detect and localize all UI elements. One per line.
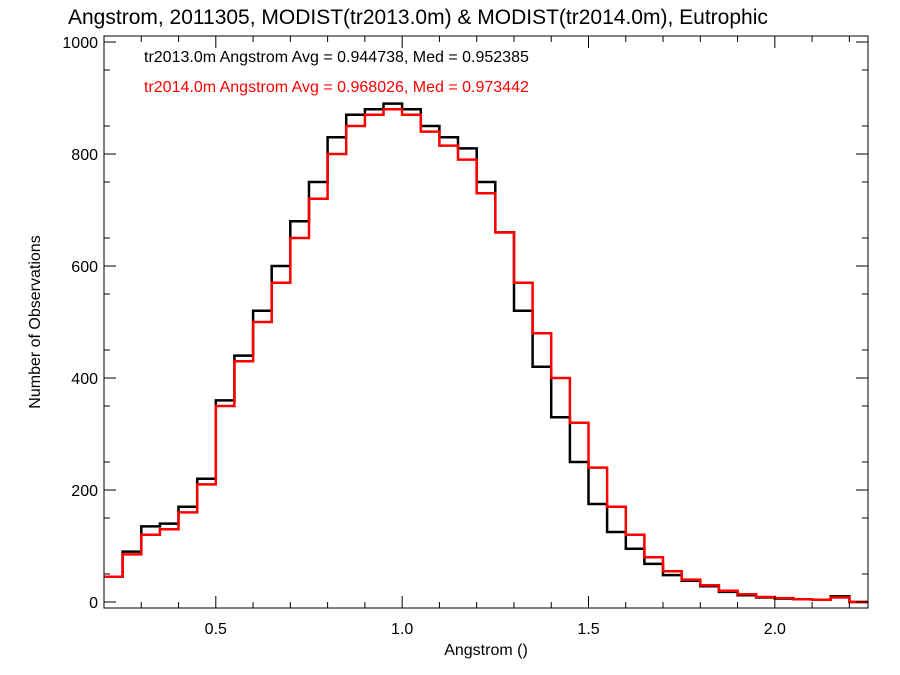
series-line-1 — [104, 102, 868, 604]
y-tick-label: 1000 — [62, 35, 98, 52]
series-line-2 — [104, 107, 868, 604]
x-tick-label: 1.0 — [391, 621, 413, 638]
legend-annotation-tr2014: tr2014.0m Angstrom Avg = 0.968026, Med =… — [144, 79, 529, 96]
legend: tr2013.0m Angstrom Avg = 0.944738, Med =… — [144, 49, 529, 96]
y-tick-label: 800 — [71, 147, 98, 164]
y-axis-label: Number of Observations — [27, 235, 44, 408]
legend-annotation-tr2013: tr2013.0m Angstrom Avg = 0.944738, Med =… — [144, 49, 529, 66]
y-tick-label: 0 — [89, 595, 98, 612]
x-tick-label: 1.5 — [577, 621, 599, 638]
series-layer — [104, 102, 868, 604]
x-axis-label: Angstrom () — [444, 642, 528, 659]
y-tick-label: 600 — [71, 259, 98, 276]
plot-frame — [103, 35, 869, 609]
y-tick-label: 200 — [71, 483, 98, 500]
x-tick-label: 2.0 — [764, 621, 786, 638]
x-tick-label: 0.5 — [205, 621, 227, 638]
y-tick-label: 400 — [71, 371, 98, 388]
chart-title: Angstrom, 2011305, MODIST(tr2013.0m) & M… — [68, 6, 768, 29]
axis-layer: 0.5 1.0 1.5 2.0 0 200 400 600 800 1000 — [62, 35, 868, 638]
